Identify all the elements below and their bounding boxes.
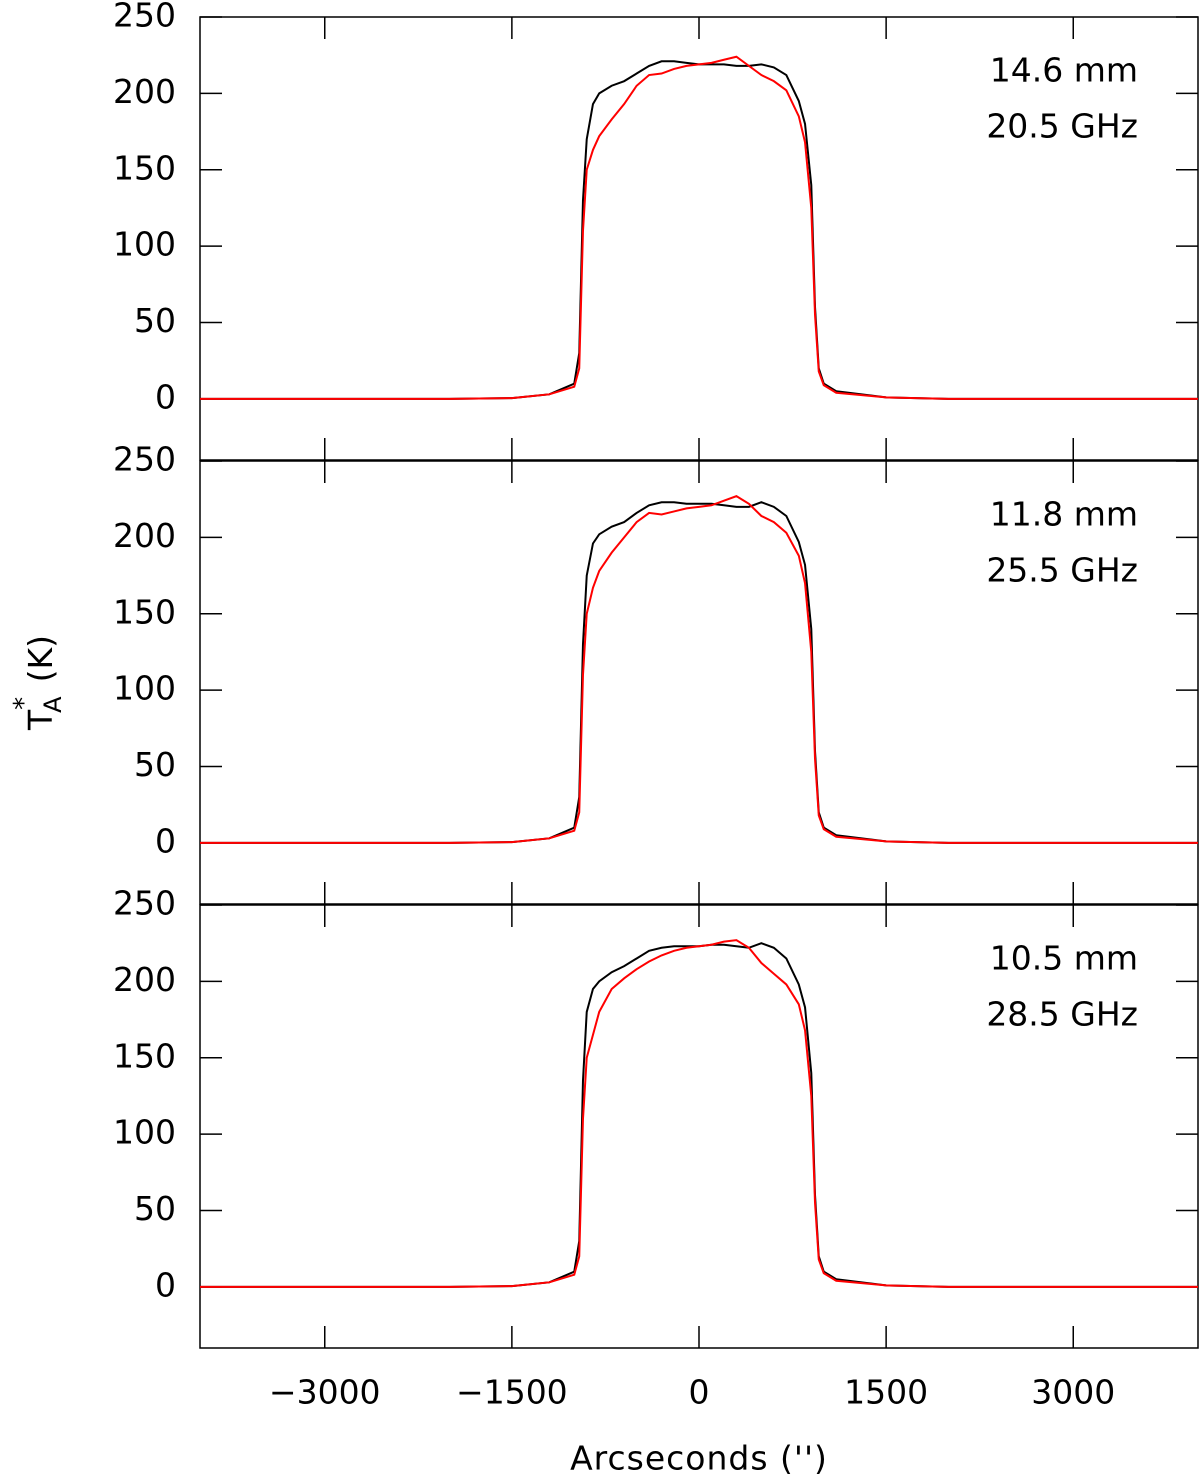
x-tick-label: −3000 bbox=[269, 1373, 381, 1412]
y-axis-label-part: * bbox=[9, 697, 39, 710]
y-tick-label: 100 bbox=[113, 225, 176, 264]
data-line bbox=[200, 495, 1198, 844]
data-line bbox=[200, 939, 1198, 1288]
annotation: 11.8 mm bbox=[990, 495, 1138, 534]
annotation: 20.5 GHz bbox=[986, 107, 1138, 146]
y-axis-label-part: T bbox=[21, 709, 60, 731]
y-tick-label: 200 bbox=[113, 72, 176, 111]
y-tick-label: 100 bbox=[113, 1113, 176, 1152]
y-tick-label: 50 bbox=[134, 1189, 176, 1228]
y-tick-label: 250 bbox=[113, 884, 176, 923]
y-tick-label: 0 bbox=[155, 821, 176, 860]
y-tick-label: 150 bbox=[113, 592, 176, 631]
annotation: 25.5 GHz bbox=[986, 551, 1138, 590]
y-tick-label: 200 bbox=[113, 960, 176, 999]
x-tick-label: −1500 bbox=[456, 1373, 568, 1412]
data-line bbox=[200, 55, 1198, 400]
y-tick-label: 250 bbox=[113, 440, 176, 479]
annotation: 10.5 mm bbox=[990, 939, 1138, 978]
y-axis-label: T*A (K) bbox=[9, 635, 68, 731]
x-axis-label: Arcseconds ('') bbox=[570, 1439, 828, 1478]
x-tick-label: 3000 bbox=[1031, 1373, 1115, 1412]
y-tick-label: 150 bbox=[113, 148, 176, 187]
y-tick-label: 100 bbox=[113, 669, 176, 708]
y-tick-label: 50 bbox=[134, 745, 176, 784]
x-tick-label: 0 bbox=[689, 1373, 710, 1412]
y-axis-label-part: (K) bbox=[21, 635, 60, 682]
annotation: 14.6 mm bbox=[990, 51, 1138, 90]
y-axis-label-part: A bbox=[39, 696, 67, 713]
y-tick-label: 250 bbox=[113, 0, 176, 35]
y-tick-label: 0 bbox=[155, 1265, 176, 1304]
y-tick-label: 0 bbox=[155, 377, 176, 416]
annotation: 28.5 GHz bbox=[986, 995, 1138, 1034]
y-tick-label: 50 bbox=[134, 301, 176, 340]
x-tick-label: 1500 bbox=[844, 1373, 928, 1412]
y-tick-label: 150 bbox=[113, 1036, 176, 1075]
y-tick-label: 200 bbox=[113, 516, 176, 555]
